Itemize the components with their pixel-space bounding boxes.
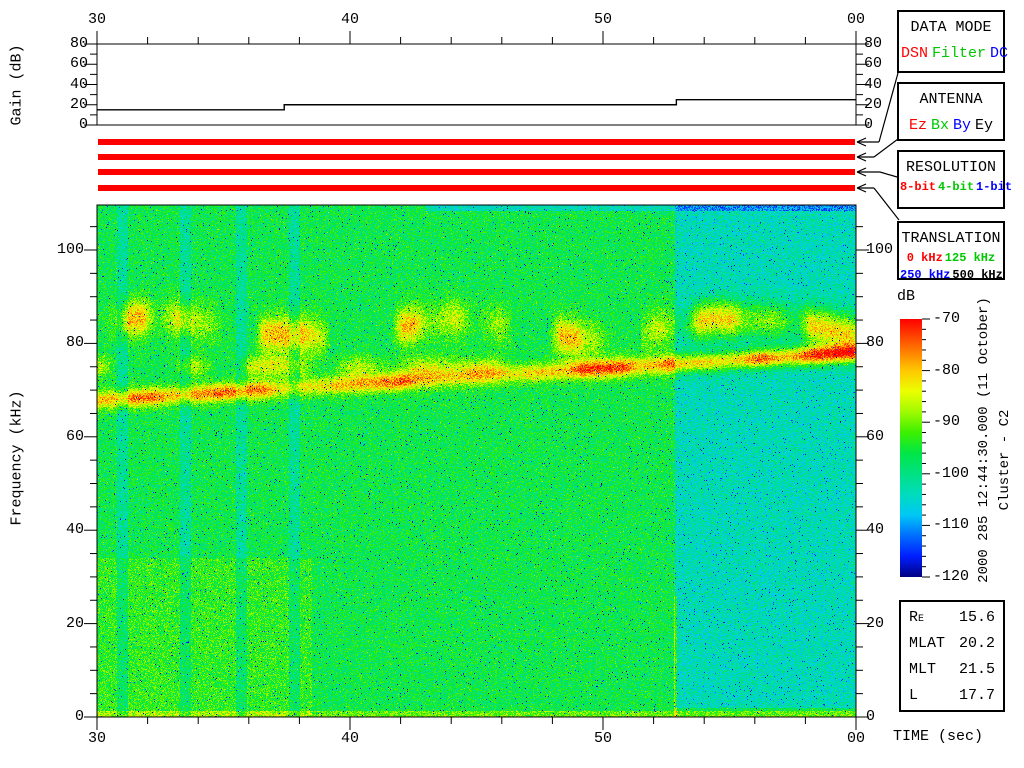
tick-label: 20	[69, 95, 88, 113]
freq-axis-title: Frequency (kHz)	[8, 390, 26, 526]
gain-trace	[97, 98, 856, 111]
gain-axis-title: Gain (dB)	[8, 44, 26, 126]
mode-bar	[98, 139, 855, 145]
ephemeris-row-l: L 17.7	[909, 686, 995, 704]
tick-label: -80	[933, 361, 961, 379]
tick-label: 20	[65, 614, 84, 632]
tick-label: -120	[933, 568, 970, 585]
tick-label: 20	[864, 95, 883, 113]
axis-line	[873, 138, 899, 158]
panel-data-mode-values: DSN Filter DC	[899, 45, 1008, 62]
tick-label: 50	[593, 11, 612, 28]
panel-translation-values-2: 250 kHz 500 kHz	[899, 268, 1003, 282]
trans-125khz: 125 kHz	[944, 251, 996, 265]
ephemeris-box: R E 15.6 MLAT 20.2 MLT 21.5 L 17.7	[899, 600, 1005, 712]
antenna-bx: Bx	[930, 117, 949, 134]
tick-label: 100	[866, 241, 894, 258]
colorbar-canvas	[900, 319, 922, 577]
tick-label: 30	[87, 730, 106, 747]
tick-label: 0	[864, 116, 874, 133]
tick-label: -100	[933, 464, 970, 482]
tick-label: 100	[56, 241, 84, 258]
axis-line	[856, 187, 867, 193]
tick-label: 60	[65, 427, 84, 445]
mode-bar	[98, 169, 855, 175]
panel-antenna: ANTENNA Ez Bx By Ey	[897, 82, 1005, 141]
tick-label: 0	[74, 708, 84, 725]
tick-label: -110	[933, 516, 970, 534]
tick-label: 40	[340, 730, 359, 747]
trans-0khz: 0 kHz	[906, 251, 943, 265]
tick-label: 00	[846, 11, 865, 28]
axis-line	[879, 171, 898, 178]
mlat-value: 20.2	[958, 634, 995, 652]
antenna-ey: Ey	[975, 117, 994, 134]
tick-label: 30	[87, 11, 106, 28]
tick-label: 40	[866, 521, 885, 539]
antenna-ez: Ez	[908, 117, 927, 134]
tick-label: 60	[69, 55, 88, 73]
mode-bar	[98, 154, 855, 160]
tick-label: 80	[864, 35, 883, 52]
tick-label: 50	[593, 730, 612, 747]
spacecraft-label: Cluster - C2	[997, 409, 1013, 511]
mode-dsn: DSN	[901, 45, 929, 62]
mode-dc: DC	[990, 45, 1009, 62]
colorbar-units-label: dB	[897, 288, 916, 305]
tick-label: 20	[866, 614, 885, 632]
tick-label: 80	[69, 35, 88, 52]
tick-label: 80	[866, 334, 885, 352]
axis-line	[856, 137, 867, 143]
panel-data-mode: DATA MODE DSN Filter DC	[897, 10, 1008, 73]
ephemeris-row-mlt: MLT 21.5	[909, 660, 995, 678]
gain-plot-box	[96, 43, 857, 126]
panel-resolution-values: 8-bit 4-bit 1-bit	[899, 180, 1012, 194]
panel-translation-values-1: 0 kHz 125 kHz	[899, 251, 1003, 265]
res-1bit: 1-bit	[976, 180, 1013, 194]
tick-label: 40	[864, 75, 883, 93]
axis-line	[856, 183, 867, 189]
mode-bar	[98, 185, 855, 191]
antenna-by: By	[953, 117, 972, 134]
panel-antenna-values: Ez Bx By Ey	[899, 117, 1003, 134]
axis-line	[856, 167, 867, 173]
tick-label: 60	[864, 55, 883, 73]
tick-label: 80	[65, 334, 84, 352]
trans-500khz: 500 kHz	[952, 268, 1003, 282]
panel-data-mode-title: DATA MODE	[910, 19, 992, 36]
tick-label: -90	[933, 413, 961, 431]
timestamp-label: 2000 285 12:44:30.000 (11 October)	[976, 297, 992, 583]
axis-line	[856, 152, 867, 158]
axis-line	[856, 141, 867, 147]
tick-label: 60	[866, 427, 885, 445]
res-8bit: 8-bit	[900, 180, 937, 194]
tick-label: -70	[933, 310, 961, 327]
re-value: 15.6	[958, 608, 995, 626]
trans-250khz: 250 kHz	[900, 268, 951, 282]
axis-line	[856, 171, 867, 177]
res-4bit: 4-bit	[938, 180, 975, 194]
panel-translation-title: TRANSLATION	[901, 230, 1001, 247]
ephemeris-row-mlat: MLAT 20.2	[909, 634, 995, 652]
l-value: 17.7	[958, 686, 995, 704]
ephemeris-row-re: R E 15.6	[909, 608, 995, 626]
spectrogram-canvas	[97, 205, 856, 717]
panel-antenna-title: ANTENNA	[919, 91, 983, 108]
time-axis-title: TIME (sec)	[893, 728, 984, 745]
panel-translation: TRANSLATION 0 kHz 125 kHz 250 kHz 500 kHz	[897, 221, 1005, 282]
tick-label: 00	[846, 730, 865, 747]
mlt-value: 21.5	[958, 660, 995, 678]
tick-label: 0	[78, 116, 88, 133]
tick-label: 40	[65, 521, 84, 539]
tick-label: 40	[69, 75, 88, 93]
axis-line	[856, 156, 867, 162]
mode-filter: Filter	[932, 45, 987, 62]
tick-label: 40	[340, 11, 359, 28]
axis-line	[873, 187, 900, 221]
panel-resolution: RESOLUTION 8-bit 4-bit 1-bit	[897, 150, 1012, 209]
panel-resolution-title: RESOLUTION	[905, 159, 996, 176]
tick-label: 0	[866, 708, 876, 725]
